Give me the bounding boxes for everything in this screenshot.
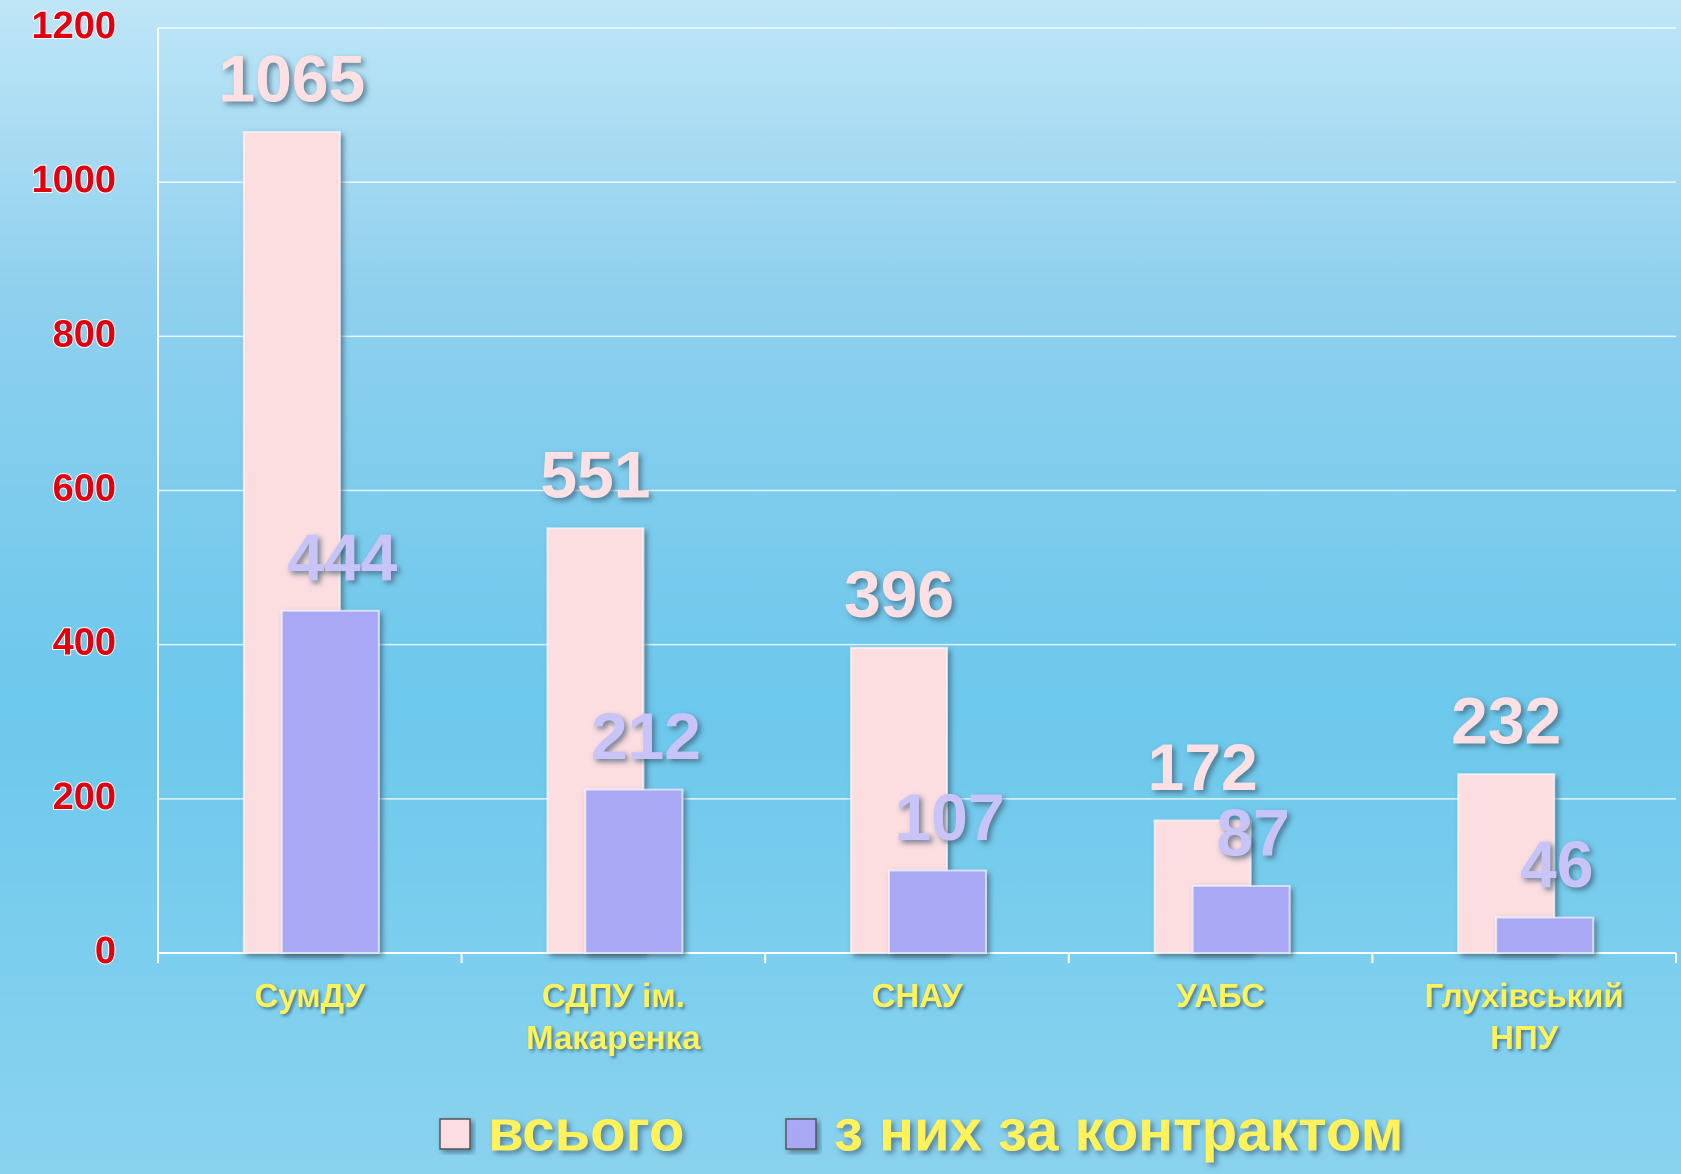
- legend-swatch: [786, 1119, 816, 1149]
- data-label: 172: [1148, 730, 1258, 804]
- x-tick-label: СДПУ ім. Макаренка: [493, 975, 733, 1059]
- legend-swatch: [440, 1119, 470, 1149]
- y-tick-label: 200: [53, 776, 116, 818]
- data-label: 551: [540, 438, 650, 512]
- x-tick-label: УАБС: [1101, 975, 1341, 1017]
- bar: [1496, 918, 1593, 953]
- x-tick-label: СумДУ: [190, 975, 430, 1017]
- data-label: 46: [1520, 827, 1593, 901]
- data-label: 396: [844, 557, 954, 631]
- bar: [889, 871, 986, 953]
- data-label: 87: [1216, 795, 1289, 869]
- data-label: 107: [894, 780, 1004, 854]
- y-tick-label: 800: [53, 313, 116, 355]
- legend-label: всього: [488, 1098, 684, 1163]
- bar: [585, 790, 682, 953]
- data-label: 444: [287, 520, 397, 594]
- data-label: 232: [1451, 684, 1561, 758]
- bar: [282, 611, 379, 953]
- y-tick-label: 600: [53, 468, 116, 510]
- y-tick-label: 0: [95, 930, 116, 972]
- data-label: 1065: [218, 42, 365, 116]
- bar: [1193, 886, 1290, 953]
- x-tick-label: Глухівський НПУ: [1404, 975, 1644, 1059]
- legend-label: з них за контрактом: [834, 1098, 1404, 1163]
- chart: 0 200 400 600 800 1000 1200 1065 551 396 172 232 444…: [0, 0, 1681, 1174]
- y-tick-label: 1000: [31, 159, 116, 201]
- x-tick-label: СНАУ: [797, 975, 1037, 1017]
- y-tick-label: 1200: [31, 5, 116, 47]
- data-label: 212: [591, 699, 701, 773]
- y-tick-label: 400: [53, 622, 116, 664]
